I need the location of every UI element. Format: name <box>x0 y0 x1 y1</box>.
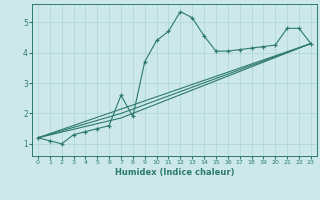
X-axis label: Humidex (Indice chaleur): Humidex (Indice chaleur) <box>115 168 234 177</box>
